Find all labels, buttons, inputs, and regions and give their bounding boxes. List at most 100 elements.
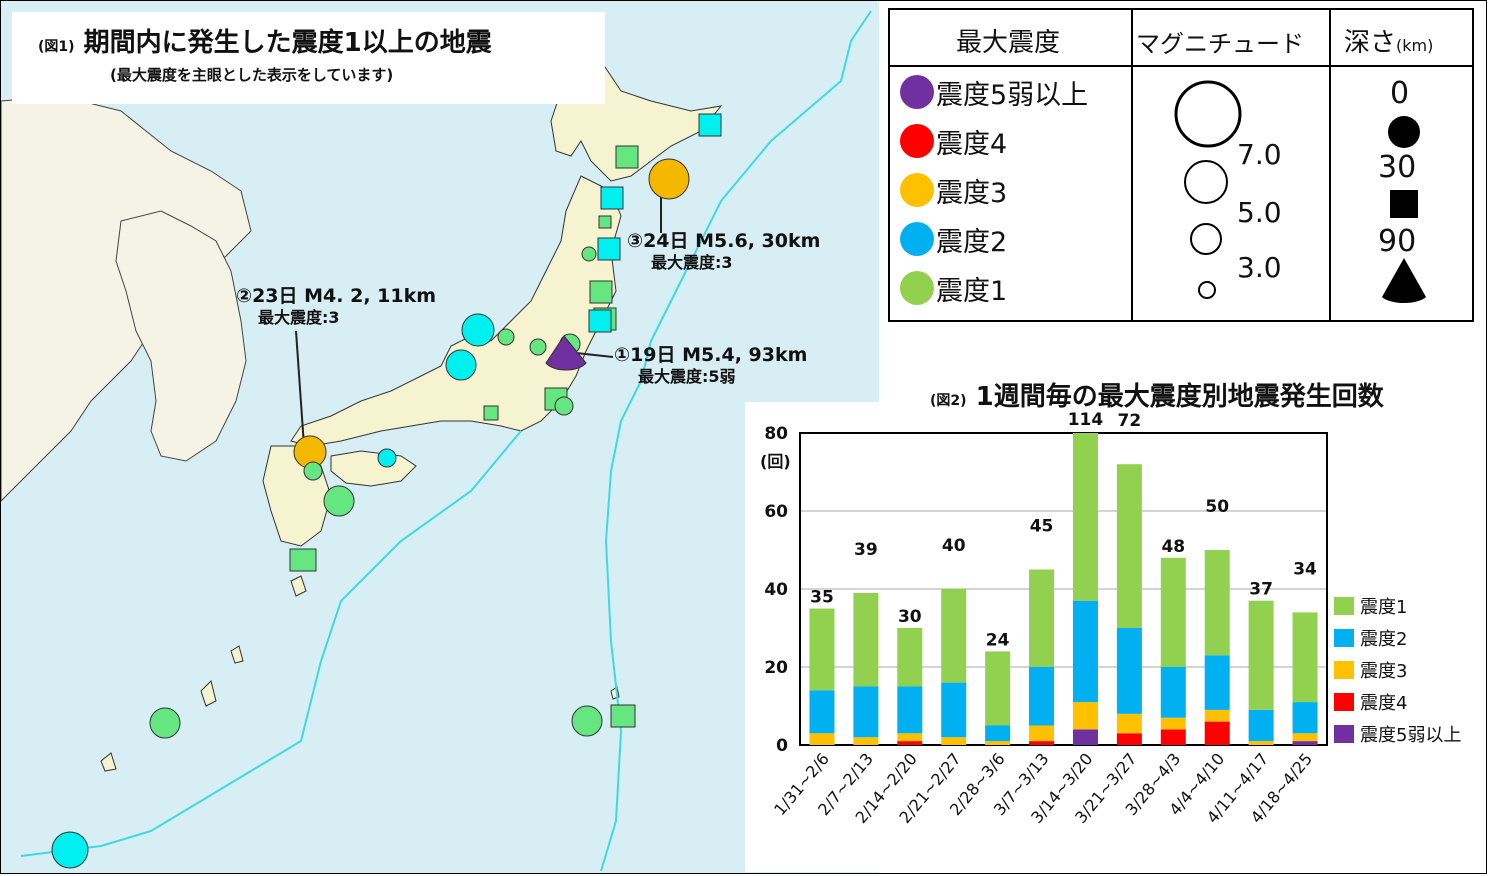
data-label: 35 xyxy=(810,588,834,608)
annotation-1-line1: ①19日 M5.4, 93km xyxy=(614,344,808,366)
bar-segment xyxy=(809,608,835,691)
chart-legend-label: 震度3 xyxy=(1360,661,1408,682)
data-label: 30 xyxy=(898,607,922,627)
circle-icon xyxy=(1388,116,1420,148)
legend-header-intensity: 最大震度 xyxy=(956,28,1061,58)
intensity-label: 震度5弱以上 xyxy=(936,79,1089,111)
fig2-title-text: 1週間毎の最大震度別地震発生回数 xyxy=(975,382,1384,412)
legend-header-depth: 深さ(km) xyxy=(1344,22,1433,59)
bar-segment xyxy=(1292,741,1318,745)
epicenter-square xyxy=(483,405,499,421)
epicenter-square xyxy=(615,145,639,169)
intensity-label: 震度1 xyxy=(936,275,1008,307)
y-tick-label: 40 xyxy=(764,580,788,600)
bar-segment xyxy=(897,628,923,687)
bar-segment xyxy=(1248,709,1274,742)
bar-segment xyxy=(1160,667,1186,718)
epicenter-circle xyxy=(554,396,574,416)
intensity-dot-icon xyxy=(900,271,934,305)
data-label: 39 xyxy=(854,540,878,560)
bar-segment xyxy=(1160,557,1186,667)
data-label: 48 xyxy=(1161,537,1185,557)
chart-legend-item: 震度5弱以上 xyxy=(1334,721,1461,747)
annotation-1: ①19日 M5.4, 93km 最大震度:5弱 xyxy=(614,344,807,388)
epicenter-circle xyxy=(581,246,597,262)
bar-segment xyxy=(1029,741,1055,745)
legend-header-depth-unit: (km) xyxy=(1396,36,1434,55)
epicenter-circle xyxy=(529,338,547,356)
data-label: 45 xyxy=(1030,517,1054,537)
bar-segment xyxy=(809,733,835,745)
epicenter-square xyxy=(610,704,636,728)
epicenter-square xyxy=(588,309,612,333)
intensity-label: 震度3 xyxy=(936,177,1008,209)
intensity-label: 震度4 xyxy=(936,128,1008,160)
epicenter-square xyxy=(600,186,624,210)
bar-segment xyxy=(1292,733,1318,742)
legend-header-depth-text: 深さ xyxy=(1344,28,1397,58)
fig1-title-text: 期間内に発生した震度1以上の地震 xyxy=(83,28,492,58)
magnitude-label-5: 5.0 xyxy=(1237,196,1282,229)
chart-legend-item: 震度3 xyxy=(1334,657,1407,683)
magnitude-scale-icons xyxy=(1174,80,1242,299)
annotation-3: ③24日 M5.6, 30km 最大震度:3 xyxy=(627,230,820,274)
annotation-2: ②23日 M4. 2, 11km 最大震度:3 xyxy=(236,285,436,329)
bar-segment xyxy=(1029,569,1055,667)
legend-intensity-item: 震度3 xyxy=(900,170,1007,210)
y-tick-label: 80 xyxy=(764,424,788,444)
depth-shape-icons xyxy=(1382,116,1426,304)
magnitude-label-3: 3.0 xyxy=(1237,251,1282,284)
legend-swatch-icon xyxy=(1334,597,1354,615)
bar-segment xyxy=(853,592,879,687)
epicenter-circle xyxy=(51,831,89,869)
ryukyu-islands xyxy=(100,645,244,772)
epicenter-square xyxy=(698,113,722,137)
bar-segment xyxy=(897,686,923,734)
bar-segment xyxy=(1204,655,1230,710)
magnitude-small-circle-icon xyxy=(1198,281,1216,299)
depth-label-0: 0 xyxy=(1390,76,1410,111)
epicenter-circle xyxy=(303,461,323,481)
epicenter-square xyxy=(598,215,612,229)
map-legend: 最大震度 マグニチュード 深さ(km) 震度5弱以上 震度4 震度3 震度2 震度1 7… xyxy=(888,8,1474,322)
bar-segment xyxy=(1072,433,1098,601)
depth-label-90: 90 xyxy=(1378,224,1417,259)
legend-header-magnitude: マグニチュード xyxy=(1136,30,1304,58)
chart-legend-label: 震度2 xyxy=(1360,629,1408,650)
leader-line-1 xyxy=(575,352,614,358)
bar-segment xyxy=(1204,550,1230,656)
square-icon xyxy=(1390,190,1418,218)
annotation-2-line1: ②23日 M4. 2, 11km xyxy=(236,285,437,307)
fig1-title-panel xyxy=(12,12,605,104)
intensity-dot-icon xyxy=(900,75,934,109)
epicenter-square xyxy=(289,548,317,572)
bar-segment xyxy=(809,690,835,734)
bar-segment xyxy=(1292,702,1318,734)
bar-segment xyxy=(1072,702,1098,730)
magnitude-5-circle-icon xyxy=(1184,160,1228,204)
bar-segment xyxy=(1204,709,1230,722)
legend-intensity-item: 震度1 xyxy=(900,268,1007,308)
bar-segment xyxy=(1029,725,1055,742)
intensity-dot-icon xyxy=(900,222,934,256)
intensity-dot-icon xyxy=(900,124,934,158)
chart-legend-label: 震度5弱以上 xyxy=(1360,725,1462,746)
data-label: 37 xyxy=(1249,580,1273,600)
weekly-count-chart: 020406080(回)351/31~2/6392/7~2/13302/14~2… xyxy=(760,410,1328,827)
bar-segment xyxy=(1248,600,1274,710)
data-label: 34 xyxy=(1293,559,1317,579)
bar-segment xyxy=(853,737,879,745)
depth-label-30: 30 xyxy=(1378,150,1417,185)
bar-segment xyxy=(1072,600,1098,703)
data-label: 24 xyxy=(986,630,1010,650)
epicenter-circle xyxy=(149,707,181,739)
bar-segment xyxy=(1072,729,1098,745)
bar-segment xyxy=(941,682,967,738)
bar-segment xyxy=(897,741,923,745)
bar-segment xyxy=(897,733,923,742)
bar-segment xyxy=(941,589,967,683)
bar-segment xyxy=(1116,713,1142,734)
epicenter-circle xyxy=(571,705,603,737)
legend-intensity-item: 震度5弱以上 xyxy=(900,72,1088,112)
annotation-3-line2: 最大震度:3 xyxy=(651,253,733,272)
